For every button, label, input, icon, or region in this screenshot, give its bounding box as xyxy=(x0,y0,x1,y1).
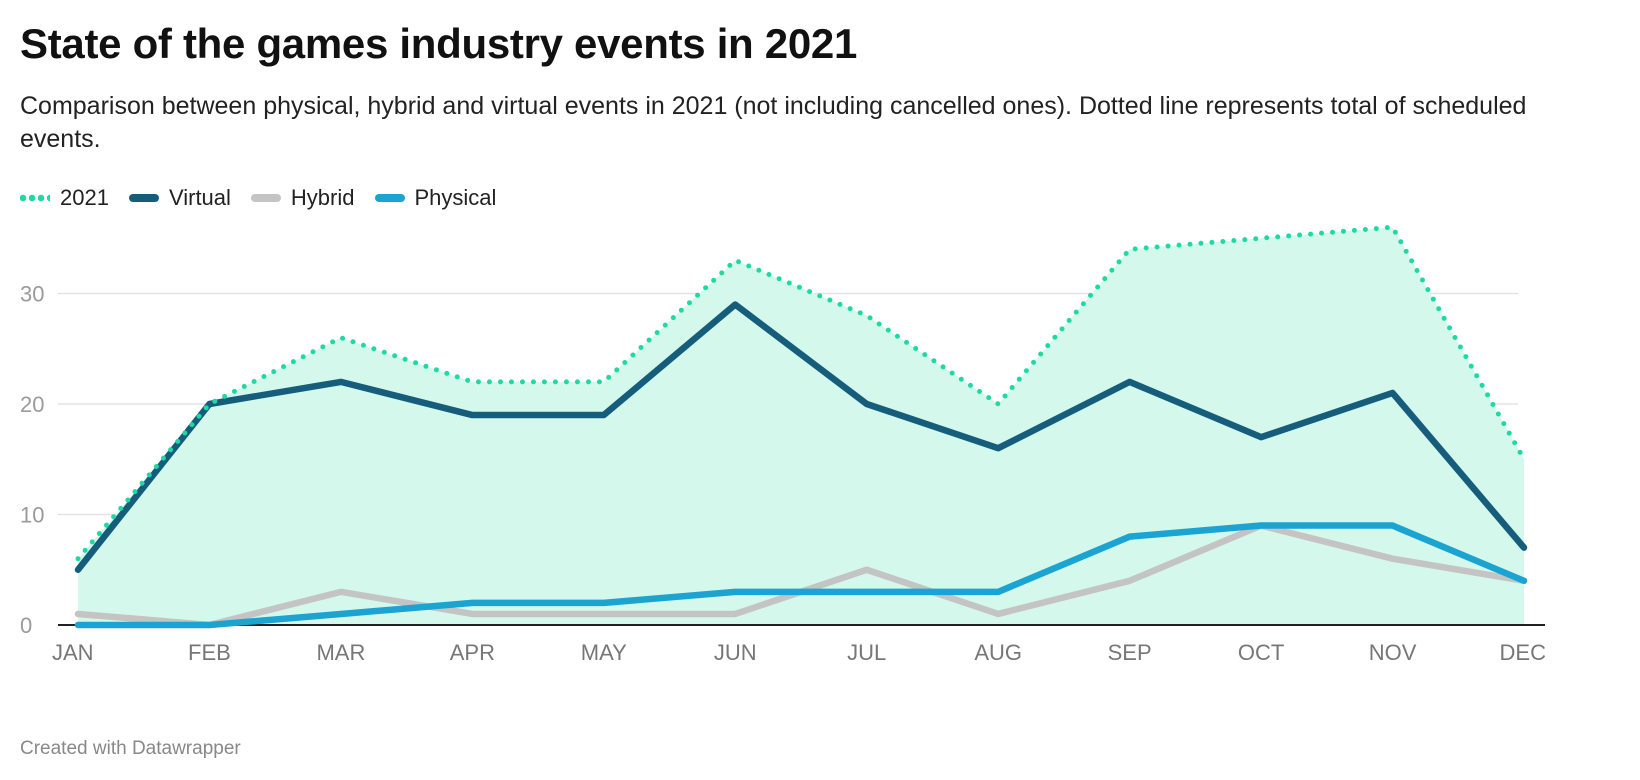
legend-swatch-2021 xyxy=(20,194,50,202)
x-tick-label-oct: OCT xyxy=(1238,640,1284,665)
y-tick-label-10: 10 xyxy=(20,503,44,528)
chart-subtitle: Comparison between physical, hybrid and … xyxy=(20,92,1527,153)
legend-swatch-virtual xyxy=(128,194,159,202)
series-line-virtual xyxy=(74,301,1528,573)
x-tick-label-dec: DEC xyxy=(1500,640,1547,665)
series-line-2021 xyxy=(75,224,1527,562)
line-chart: 0 10 20 30 JAN FEB MAR APR MAY JUN JUL AUG SEP OCT NOV… xyxy=(20,224,1547,665)
legend-label-virtual: Virtual xyxy=(168,185,231,210)
legend-label-physical: Physical xyxy=(414,185,497,210)
chart-title: State of the games industry events in 20… xyxy=(20,20,858,67)
y-tick-label-0: 0 xyxy=(20,613,32,638)
legend-item-physical: Physical xyxy=(374,185,497,211)
y-tick-label-20: 20 xyxy=(20,392,44,417)
x-tick-label-feb: FEB xyxy=(188,640,231,665)
legend-swatch-physical xyxy=(374,194,405,202)
legend-label-2021: 2021 xyxy=(60,185,109,210)
x-tick-label-jan: JAN xyxy=(52,640,94,665)
x-tick-label-jul: JUL xyxy=(847,640,886,665)
area-fill-2021 xyxy=(78,227,1524,625)
legend-item-virtual: Virtual xyxy=(128,185,231,211)
legend-swatch-hybrid xyxy=(250,194,281,202)
x-tick-label-apr: APR xyxy=(450,640,495,665)
series-line-physical xyxy=(74,522,1528,629)
footer-credit: Created with Datawrapper xyxy=(20,738,241,759)
x-tick-label-nov: NOV xyxy=(1369,640,1417,665)
x-tick-label-sep: SEP xyxy=(1108,640,1152,665)
x-tick-label-mar: MAR xyxy=(316,640,365,665)
y-tick-label-30: 30 xyxy=(20,282,44,307)
legend-item-hybrid: Hybrid xyxy=(250,185,355,211)
legend-label-hybrid: Hybrid xyxy=(290,185,355,210)
chart-legend: 2021 Virtual Hybrid Physical xyxy=(20,185,516,211)
x-tick-label-aug: AUG xyxy=(974,640,1022,665)
x-tick-label-jun: JUN xyxy=(714,640,757,665)
x-tick-label-may: MAY xyxy=(581,640,627,665)
legend-item-2021: 2021 xyxy=(20,185,109,211)
